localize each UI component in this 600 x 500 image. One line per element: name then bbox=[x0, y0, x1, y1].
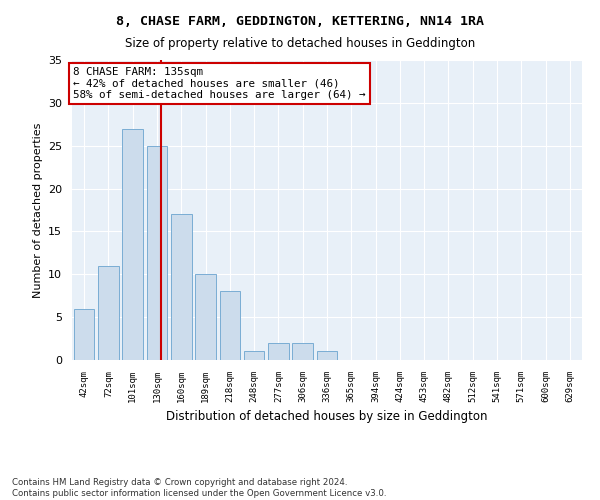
Bar bbox=[122, 128, 143, 360]
Bar bbox=[98, 266, 119, 360]
Bar bbox=[268, 343, 289, 360]
X-axis label: Distribution of detached houses by size in Geddington: Distribution of detached houses by size … bbox=[166, 410, 488, 424]
Text: 8, CHASE FARM, GEDDINGTON, KETTERING, NN14 1RA: 8, CHASE FARM, GEDDINGTON, KETTERING, NN… bbox=[116, 15, 484, 28]
Bar bbox=[195, 274, 216, 360]
Bar bbox=[317, 352, 337, 360]
Bar bbox=[292, 343, 313, 360]
Y-axis label: Number of detached properties: Number of detached properties bbox=[32, 122, 43, 298]
Bar bbox=[171, 214, 191, 360]
Bar bbox=[244, 352, 265, 360]
Text: 8 CHASE FARM: 135sqm
← 42% of detached houses are smaller (46)
58% of semi-detac: 8 CHASE FARM: 135sqm ← 42% of detached h… bbox=[73, 67, 366, 100]
Bar bbox=[220, 292, 240, 360]
Bar bbox=[146, 146, 167, 360]
Bar bbox=[74, 308, 94, 360]
Text: Contains HM Land Registry data © Crown copyright and database right 2024.
Contai: Contains HM Land Registry data © Crown c… bbox=[12, 478, 386, 498]
Text: Size of property relative to detached houses in Geddington: Size of property relative to detached ho… bbox=[125, 38, 475, 51]
